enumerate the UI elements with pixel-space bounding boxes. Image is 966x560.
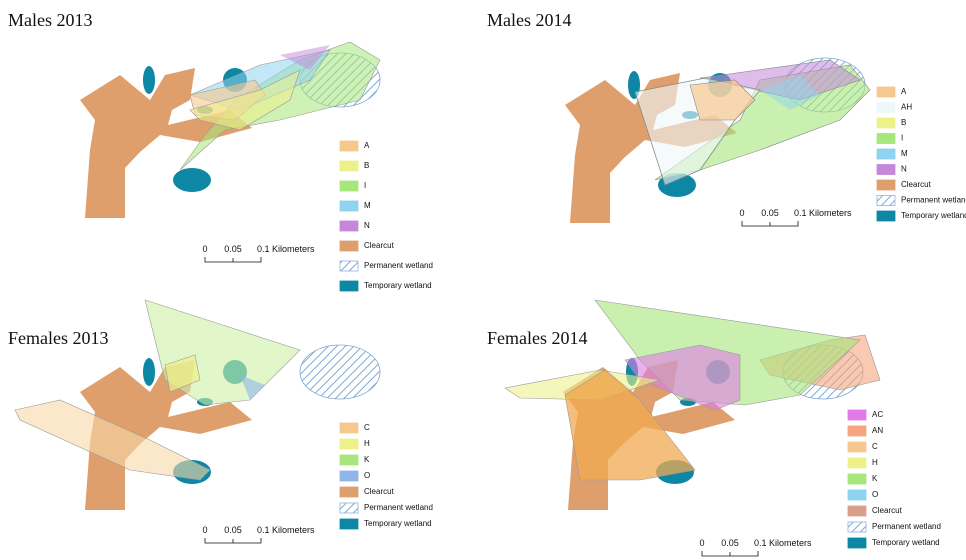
legend-label: I <box>364 181 366 190</box>
legend-label: Temporary wetland <box>872 538 940 547</box>
legend-swatch <box>876 195 896 206</box>
legend-label: N <box>901 165 907 174</box>
legend-swatch <box>876 117 896 129</box>
legend-label: A <box>901 87 907 96</box>
legend-label: Clearcut <box>364 241 395 250</box>
panel-title: Females 2014 <box>487 328 588 348</box>
legend-label: B <box>364 161 369 170</box>
legend-swatch <box>339 240 359 252</box>
legend-label: M <box>364 201 371 210</box>
legend-label: C <box>872 442 878 451</box>
panel-title: Females 2013 <box>8 328 109 348</box>
legend-swatch <box>847 505 867 517</box>
legend-label: Temporary wetland <box>901 211 966 220</box>
panel-title: Males 2014 <box>487 10 572 30</box>
scale-label: 0.1 Kilometers <box>257 525 315 535</box>
legend-swatch <box>339 470 359 482</box>
legend-swatch <box>876 102 896 113</box>
legend-swatch <box>339 260 359 272</box>
legend-label: K <box>872 474 878 483</box>
legend-swatch <box>876 179 896 191</box>
legend-swatch <box>339 438 359 450</box>
legend-label: K <box>364 455 370 464</box>
legend-swatch <box>847 521 867 533</box>
legend-label: H <box>872 458 878 467</box>
legend-label: O <box>364 471 370 480</box>
legend-swatch <box>847 457 867 469</box>
legend-label: Temporary wetland <box>364 281 432 290</box>
legend-label: M <box>901 149 908 158</box>
legend-label: I <box>901 134 903 143</box>
panel: Males 2013 A B I M N Clearcut Permanent wetland… <box>8 10 433 292</box>
legend-label: B <box>901 118 906 127</box>
legend-label: AH <box>901 103 912 112</box>
legend-swatch <box>876 148 896 160</box>
scale-label: 0.1 Kilometers <box>754 538 812 548</box>
legend-swatch <box>847 489 867 501</box>
legend-label: O <box>872 490 878 499</box>
legend-swatch <box>876 133 896 144</box>
legend-label: Permanent wetland <box>901 196 966 205</box>
panel-title: Males 2013 <box>8 10 93 30</box>
scale-label: 0.05 <box>721 538 739 548</box>
scale-label: 0 <box>202 525 207 535</box>
map-males-2013 <box>79 41 381 219</box>
legend-label: AC <box>872 410 883 419</box>
legend-label: A <box>364 141 370 150</box>
legend-swatch <box>847 473 867 485</box>
scale-label: 0.1 Kilometers <box>794 208 852 218</box>
scale-label: 0.05 <box>224 244 242 254</box>
legend-swatch <box>847 425 867 437</box>
legend-swatch <box>847 409 867 421</box>
map-males-2014 <box>564 57 871 224</box>
legend-label: Clearcut <box>901 180 932 189</box>
legend-label: Temporary wetland <box>364 519 432 528</box>
legend-label: H <box>364 439 370 448</box>
legend-swatch <box>847 441 867 453</box>
scale-label: 0 <box>202 244 207 254</box>
legend-label: Permanent wetland <box>364 261 433 270</box>
scale-label: 0 <box>699 538 704 548</box>
scale-label: 0.05 <box>761 208 779 218</box>
scale-label: 0.1 Kilometers <box>257 244 315 254</box>
legend-swatch <box>876 210 896 222</box>
legend-swatch <box>339 486 359 498</box>
legend-label: Clearcut <box>872 506 903 515</box>
legend-label: Permanent wetland <box>364 503 433 512</box>
legend-swatch <box>339 502 359 514</box>
legend-swatch <box>339 180 359 192</box>
legend-label: Permanent wetland <box>872 522 941 531</box>
scale-label: 0.05 <box>224 525 242 535</box>
legend-swatch <box>876 164 896 175</box>
legend-swatch <box>339 200 359 212</box>
scale-label: 0 <box>739 208 744 218</box>
legend-swatch <box>339 518 359 530</box>
legend-swatch <box>339 220 359 232</box>
legend-swatch <box>339 280 359 292</box>
legend-label: AN <box>872 426 883 435</box>
legend-swatch <box>847 537 867 549</box>
legend-label: Clearcut <box>364 487 395 496</box>
legend-swatch <box>339 160 359 172</box>
legend-swatch <box>339 454 359 466</box>
legend-label: N <box>364 221 370 230</box>
legend-swatch <box>876 86 896 98</box>
legend-swatch <box>339 422 359 434</box>
map-females-2013 <box>14 299 381 511</box>
legend-label: C <box>364 423 370 432</box>
map-females-2014 <box>504 299 881 511</box>
legend-swatch <box>339 140 359 152</box>
